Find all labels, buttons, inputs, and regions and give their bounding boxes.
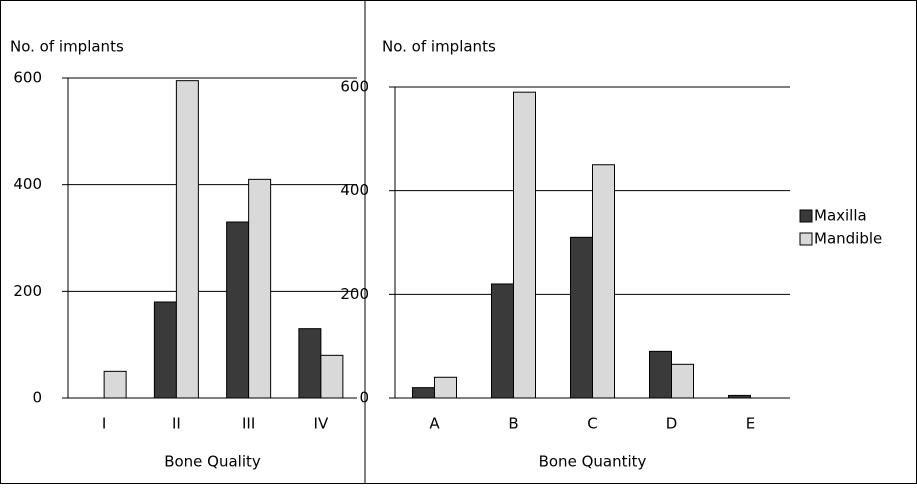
x-tick-label: B bbox=[508, 415, 518, 433]
bar bbox=[103, 370, 127, 399]
x-axis-label: Bone Quantity bbox=[539, 453, 647, 471]
bar bbox=[649, 350, 672, 399]
x-tick-label: IV bbox=[314, 415, 329, 433]
bar bbox=[491, 283, 514, 399]
bar bbox=[226, 221, 250, 399]
y-tick-label: 600 bbox=[340, 78, 369, 96]
bar bbox=[570, 236, 593, 399]
bar bbox=[320, 354, 344, 399]
bar bbox=[434, 376, 457, 399]
x-axis-label: Bone Quality bbox=[164, 453, 261, 471]
bar bbox=[412, 387, 435, 399]
legend-swatch bbox=[799, 209, 813, 223]
y-tick-label: 200 bbox=[340, 285, 369, 303]
y-axis-label: No. of implants bbox=[382, 38, 496, 56]
x-tick-label: I bbox=[102, 415, 106, 433]
x-tick-label: III bbox=[242, 415, 255, 433]
y-tick-label: 400 bbox=[13, 175, 42, 193]
y-tick-label: 0 bbox=[32, 389, 42, 407]
x-tick-label: D bbox=[666, 415, 678, 433]
x-tick-label: E bbox=[746, 415, 755, 433]
y-tick-label: 200 bbox=[13, 282, 42, 300]
bar bbox=[298, 328, 322, 399]
y-tick-label: 0 bbox=[359, 389, 369, 407]
legend-label: Maxilla bbox=[814, 207, 867, 225]
legend-label: Mandible bbox=[814, 230, 882, 248]
bar bbox=[513, 91, 536, 399]
bar bbox=[671, 363, 694, 399]
y-tick-label: 400 bbox=[340, 181, 369, 199]
legend-swatch bbox=[799, 232, 813, 246]
x-tick-label: A bbox=[429, 415, 440, 433]
bar bbox=[175, 80, 199, 399]
bar bbox=[592, 164, 615, 399]
bar bbox=[153, 301, 177, 399]
y-tick-label: 600 bbox=[13, 69, 42, 87]
bar bbox=[248, 178, 272, 399]
y-axis-label: No. of implants bbox=[10, 38, 124, 56]
x-tick-label: C bbox=[587, 415, 597, 433]
x-tick-label: II bbox=[172, 415, 181, 433]
